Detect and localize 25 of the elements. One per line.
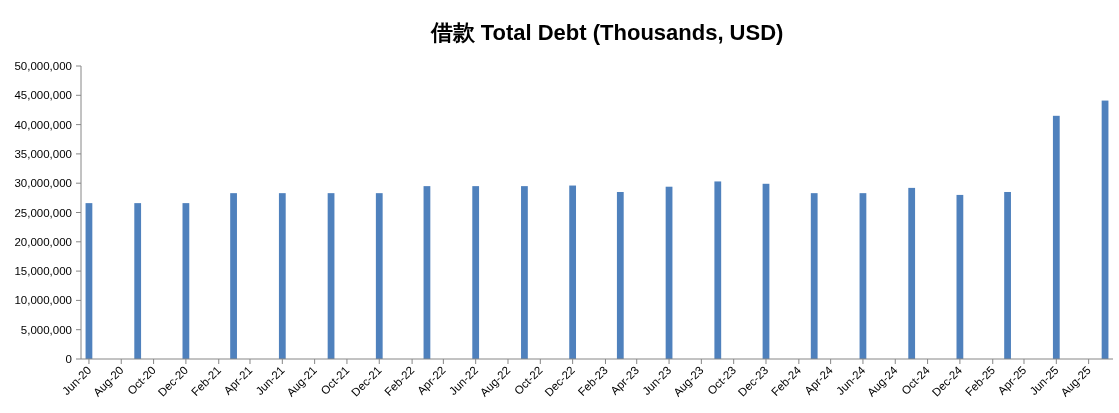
y-tick-label: 15,000,000: [14, 265, 72, 278]
y-tick-label: 30,000,000: [14, 177, 72, 190]
bar: [569, 185, 577, 359]
bar: [714, 181, 722, 359]
y-tick-label: 20,000,000: [14, 235, 72, 248]
bar: [810, 193, 818, 359]
bar: [278, 193, 286, 359]
bar: [230, 193, 237, 359]
bar: [521, 186, 528, 359]
bar: [908, 187, 916, 359]
bar: [472, 186, 480, 359]
y-tick-label: 45,000,000: [14, 89, 72, 102]
y-tick-label: 0: [65, 353, 72, 365]
y-tick-label: 50,000,000: [14, 60, 72, 72]
bar: [1004, 191, 1011, 359]
bar: [134, 203, 142, 359]
bar: [616, 191, 624, 359]
bar: [1052, 115, 1060, 359]
y-tick-label: 35,000,000: [14, 147, 72, 160]
y-tick-label: 40,000,000: [14, 118, 72, 131]
chart-title: 借款 Total Debt (Thousands, USD): [429, 20, 784, 45]
y-tick-label: 10,000,000: [14, 294, 72, 307]
y-tick-label: 25,000,000: [14, 206, 72, 219]
bar: [375, 193, 383, 359]
y-tick-label: 5,000,000: [20, 323, 72, 336]
